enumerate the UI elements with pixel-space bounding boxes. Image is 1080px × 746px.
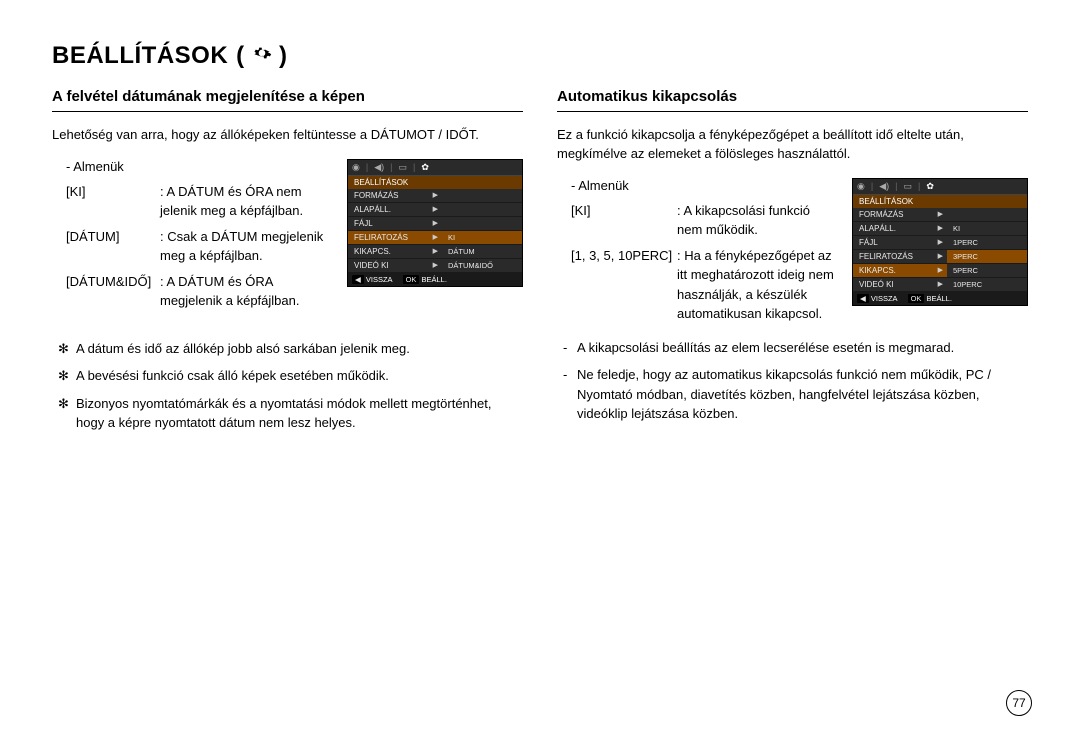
chevron-right-icon: ▶: [433, 191, 438, 199]
note-item: -Ne feledje, hogy az automatikus kikapcs…: [557, 365, 1028, 424]
ok-label: BEÁLL.: [927, 294, 952, 303]
intro-text: Ez a funkció kikapcsolja a fényképezőgép…: [557, 126, 1028, 164]
note-item: ✻Bizonyos nyomtatómárkák és a nyomtatási…: [52, 394, 523, 433]
chevron-right-icon: ▶: [433, 261, 438, 269]
camera-tab-bar: ◉| ◀)| ▭| ✿: [853, 179, 1027, 195]
sound-icon: ◀): [879, 181, 889, 192]
def-desc: : Csak a DÁTUM megjelenik meg a képfájlb…: [160, 227, 333, 266]
chevron-right-icon: ▶: [938, 280, 943, 288]
def-term: [DÁTUM&IDŐ]: [52, 272, 160, 311]
camera-menu-item: VIDEÓ KI▶: [348, 259, 442, 273]
camera-menu-item: KIKAPCS.▶: [853, 264, 947, 278]
chevron-right-icon: ▶: [938, 266, 943, 274]
sound-icon: ◀): [374, 162, 384, 173]
chevron-right-icon: ▶: [938, 210, 943, 218]
note-text: Bizonyos nyomtatómárkák és a nyomtatási …: [76, 394, 523, 433]
ok-key: OK: [908, 294, 925, 303]
note-text: A dátum és idő az állókép jobb alsó sark…: [76, 339, 523, 359]
dash-bullet: -: [557, 365, 577, 424]
camera-menu-item: FELIRATOZÁS▶: [348, 231, 442, 245]
notes-list: -A kikapcsolási beállítás az elem lecser…: [557, 338, 1028, 424]
camera-icon: ◉: [352, 162, 360, 173]
note-item: ✻A bevésési funkció csak álló képek eset…: [52, 366, 523, 386]
def-desc: : A DÁTUM és ÓRA megjelenik a képfájlban…: [160, 272, 333, 311]
def-term: [KI]: [557, 201, 677, 240]
chevron-right-icon: ▶: [433, 219, 438, 227]
section-title-auto-off: Automatikus kikapcsolás: [557, 88, 1028, 112]
camera-menu-item: ALAPÁLL.▶: [853, 222, 947, 236]
camera-menu-header: BEÁLLÍTÁSOK: [348, 176, 522, 189]
back-label: VISSZA: [871, 294, 898, 303]
camera-submenu-item: 3PERC: [947, 250, 1027, 264]
settings-icon: ✿: [421, 162, 429, 173]
camera-menu-item: KIKAPCS.▶: [348, 245, 442, 259]
camera-menu-item: FORMÁZÁS▶: [853, 208, 947, 222]
right-column: Automatikus kikapcsolás Ez a funkció kik…: [557, 88, 1028, 441]
ok-key: OK: [403, 275, 420, 284]
def-desc: : A kikapcsolási funkció nem működik.: [677, 201, 838, 240]
notes-list: ✻A dátum és idő az állókép jobb alsó sar…: [52, 339, 523, 433]
camera-menu-item: VIDEÓ KI▶: [853, 278, 947, 292]
left-column: A felvétel dátumának megjelenítése a kép…: [52, 88, 523, 441]
camera-footer: ◀ VISSZA OK BEÁLL.: [853, 292, 1027, 305]
camera-submenu-item: DÁTUM&IDŐ: [442, 259, 522, 273]
camera-menu-item: ALAPÁLL.▶: [348, 203, 442, 217]
camera-menu-item: FÁJL▶: [853, 236, 947, 250]
camera-menu-item: FÁJL▶: [348, 217, 442, 231]
camera-icon: ◉: [857, 181, 865, 192]
settings-icon: ✿: [926, 181, 934, 192]
note-text: A kikapcsolási beállítás az elem lecseré…: [577, 338, 1028, 358]
note-text: A bevésési funkció csak álló képek eseté…: [76, 366, 523, 386]
dash-bullet: -: [557, 338, 577, 358]
camera-tab-bar: ◉| ◀)| ▭| ✿: [348, 160, 522, 176]
note-item: ✻A dátum és idő az állókép jobb alsó sar…: [52, 339, 523, 359]
ok-label: BEÁLL.: [422, 275, 447, 284]
camera-submenu-item: KI: [442, 231, 522, 245]
note-text: Ne feledje, hogy az automatikus kikapcso…: [577, 365, 1028, 424]
chevron-right-icon: ▶: [938, 224, 943, 232]
title-text: BEÁLLÍTÁSOK: [52, 42, 228, 70]
camera-menu-item: FELIRATOZÁS▶: [853, 250, 947, 264]
camera-submenu-item: DÁTUM: [442, 245, 522, 259]
def-term: [DÁTUM]: [52, 227, 160, 266]
camera-menu-screenshot: ◉| ◀)| ▭| ✿ BEÁLLÍTÁSOK FORMÁZÁS▶ALAPÁLL…: [852, 178, 1028, 306]
back-label: VISSZA: [366, 275, 393, 284]
page-number: 77: [1006, 690, 1032, 716]
camera-submenu-item: 5PERC: [947, 264, 1027, 278]
page-title: BEÁLLÍTÁSOK ( ): [52, 42, 1028, 70]
submenu-label: - Almenük: [571, 178, 838, 193]
definition-list: [KI] : A kikapcsolási funkció nem működi…: [557, 201, 838, 324]
chevron-right-icon: ▶: [433, 247, 438, 255]
chevron-right-icon: ▶: [433, 233, 438, 241]
camera-menu-header: BEÁLLÍTÁSOK: [853, 195, 1027, 208]
def-term: [KI]: [52, 182, 160, 221]
display-icon: ▭: [903, 181, 912, 192]
camera-submenu-item: 10PERC: [947, 278, 1027, 292]
note-bullet-icon: ✻: [52, 366, 76, 386]
chevron-right-icon: ▶: [938, 238, 943, 246]
def-desc: : Ha a fényképezőgépet az itt meghatároz…: [677, 246, 838, 324]
section-title-date-imprint: A felvétel dátumának megjelenítése a kép…: [52, 88, 523, 112]
back-key: ◀: [857, 294, 869, 303]
intro-text: Lehetőség van arra, hogy az állóképeken …: [52, 126, 523, 145]
camera-menu-item: FORMÁZÁS▶: [348, 189, 442, 203]
display-icon: ▭: [398, 162, 407, 173]
def-term: [1, 3, 5, 10PERC]: [557, 246, 677, 324]
camera-footer: ◀ VISSZA OK BEÁLL.: [348, 273, 522, 286]
camera-submenu-item: 1PERC: [947, 236, 1027, 250]
camera-submenu-item: KI: [947, 222, 1027, 236]
gear-icon: ( ): [236, 42, 287, 70]
definition-list: [KI] : A DÁTUM és ÓRA nem jelenik meg a …: [52, 182, 333, 311]
note-bullet-icon: ✻: [52, 339, 76, 359]
camera-menu-screenshot: ◉| ◀)| ▭| ✿ BEÁLLÍTÁSOK FORMÁZÁS▶ALAPÁLL…: [347, 159, 523, 287]
chevron-right-icon: ▶: [938, 252, 943, 260]
note-bullet-icon: ✻: [52, 394, 76, 433]
chevron-right-icon: ▶: [433, 205, 438, 213]
note-item: -A kikapcsolási beállítás az elem lecser…: [557, 338, 1028, 358]
back-key: ◀: [352, 275, 364, 284]
def-desc: : A DÁTUM és ÓRA nem jelenik meg a képfá…: [160, 182, 333, 221]
submenu-label: - Almenük: [66, 159, 333, 174]
